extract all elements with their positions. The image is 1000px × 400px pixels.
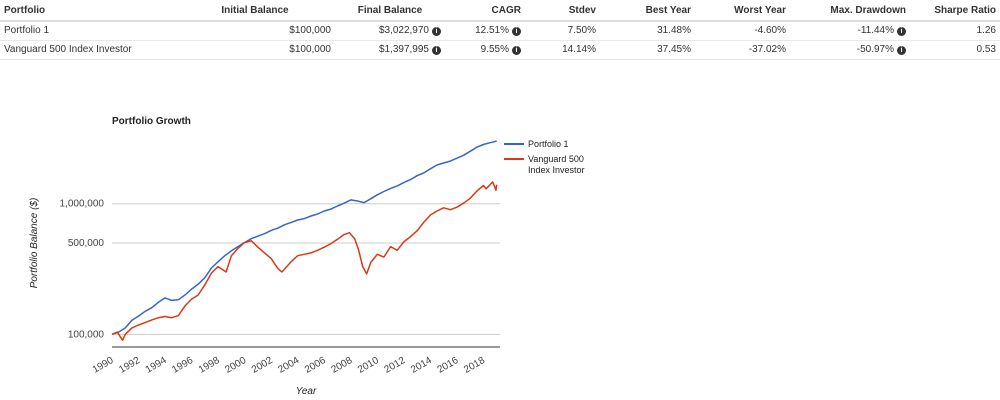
cell-max-drawdown: -11.44% i (790, 21, 910, 41)
cell-final-balance: $3,022,970 i (335, 21, 445, 41)
legend-item-portfolio-1[interactable]: Portfolio 1 (504, 139, 569, 149)
series-lines (111, 140, 498, 342)
x-tick-label: 2002 (250, 355, 275, 376)
info-circle-icon[interactable]: i (897, 46, 906, 55)
x-tick-label: 2000 (223, 355, 248, 376)
legend-item-vanguard-500[interactable]: Vanguard 500 Index Investor (504, 154, 586, 175)
chart-title: Portfolio Growth (112, 116, 191, 127)
cell-sharpe-ratio: 0.53 (910, 40, 1000, 60)
cell-stdev: 14.14% (525, 40, 600, 60)
column-header-worst-year: Worst Year (695, 0, 790, 22)
chart-legend: Portfolio 1 Vanguard 500 Index Investor (504, 139, 586, 175)
x-tick-label: 2012 (383, 355, 408, 376)
legend-label-portfolio-1: Portfolio 1 (528, 139, 569, 149)
x-tick-label: 1994 (144, 355, 169, 376)
cell-final-balance-value: $1,397,995 (378, 44, 429, 55)
x-tick-label: 2004 (276, 355, 301, 376)
cell-initial-balance: $100,000 (175, 40, 335, 60)
column-header-cagr: CAGR (445, 0, 525, 22)
y-tick-label: 1,000,000 (60, 199, 105, 210)
y-tick-label: 500,000 (68, 238, 105, 249)
cell-cagr-value: 9.55% (480, 44, 509, 55)
info-circle-icon[interactable]: i (512, 46, 521, 55)
x-tick-label: 1996 (170, 355, 195, 376)
info-circle-icon[interactable]: i (512, 27, 521, 37)
cell-portfolio: Portfolio 1 (0, 21, 175, 41)
x-tick-label: 2010 (356, 355, 381, 376)
x-axis-label: Year (296, 386, 317, 397)
column-header-max-drawdown: Max. Drawdown (790, 0, 910, 22)
cell-portfolio: Vanguard 500 Index Investor (0, 40, 175, 60)
cell-max-drawdown-value: -50.97% (856, 44, 894, 55)
column-header-final-balance: Final Balance (335, 0, 445, 22)
column-header-initial-balance: Initial Balance (175, 0, 335, 22)
x-axis-ticks: 1990 1992 1994 1996 1998 2000 2002 2004 2006 2008… (91, 355, 488, 376)
cell-max-drawdown-value: -11.44% (857, 25, 894, 37)
cell-cagr: 9.55% i (445, 40, 525, 60)
portfolio-stats-table: Portfolio Initial Balance Final Balance … (0, 0, 1000, 60)
cell-final-balance: $1,397,995 i (335, 40, 445, 60)
legend-label-vanguard-500-line1: Vanguard 500 (528, 154, 584, 164)
legend-label-vanguard-500-line2: Index Investor (528, 165, 585, 175)
x-tick-label: 2008 (330, 355, 355, 376)
cell-max-drawdown: -50.97% i (790, 40, 910, 60)
cell-cagr: 12.51% i (445, 21, 525, 41)
table-header-row: Portfolio Initial Balance Final Balance … (0, 0, 1000, 22)
x-tick-label: 2016 (436, 355, 461, 376)
legend-label-vanguard-500: Vanguard 500 Index Investor (528, 154, 586, 175)
table-row: Portfolio 1 $100,000 $3,022,970 i 12.51% i… (0, 21, 1000, 41)
x-tick-label: 1998 (197, 355, 222, 376)
info-circle-icon[interactable]: i (432, 27, 441, 37)
info-circle-icon[interactable]: i (432, 46, 441, 55)
cell-stdev: 7.50% (525, 21, 600, 41)
cell-worst-year: -37.02% (695, 40, 790, 60)
gridlines (112, 203, 500, 348)
series-line-vanguard-500[interactable] (111, 181, 498, 342)
cell-initial-balance: $100,000 (175, 21, 335, 41)
cell-worst-year: -4.60% (695, 21, 790, 41)
cell-best-year: 31.48% (600, 21, 695, 41)
column-header-stdev: Stdev (525, 0, 600, 22)
x-tick-label: 2018 (462, 355, 487, 376)
series-line-portfolio-1[interactable] (111, 140, 497, 336)
cell-final-balance-value: $3,022,970 (378, 25, 429, 37)
info-circle-icon[interactable]: i (897, 27, 906, 37)
x-tick-label: 2014 (409, 355, 434, 376)
x-tick-label: 1990 (91, 355, 116, 376)
column-header-sharpe-ratio: Sharpe Ratio (910, 0, 1000, 22)
cell-best-year: 37.45% (600, 40, 695, 60)
x-tick-label: 2006 (303, 355, 328, 376)
cell-sharpe-ratio: 1.26 (910, 21, 1000, 41)
y-axis-label: Portfolio Balance ($) (29, 198, 40, 289)
column-header-portfolio: Portfolio (0, 0, 175, 22)
table-row: Vanguard 500 Index Investor $100,000 $1,… (0, 40, 1000, 60)
y-axis-ticks: 100,000 500,000 1,000,000 (60, 199, 105, 341)
column-header-best-year: Best Year (600, 0, 695, 22)
cell-cagr-value: 12.51% (475, 25, 509, 37)
x-tick-label: 1992 (117, 355, 142, 376)
y-tick-label: 100,000 (68, 329, 105, 340)
